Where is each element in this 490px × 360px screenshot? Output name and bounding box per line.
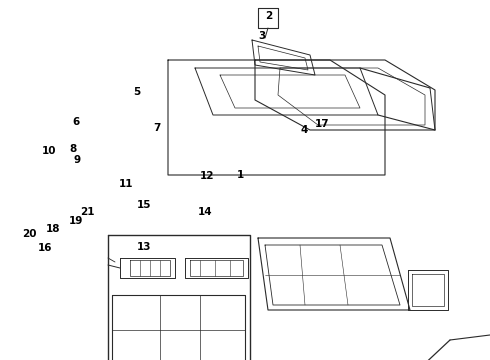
Text: 9: 9 xyxy=(74,155,81,165)
Text: 13: 13 xyxy=(137,242,152,252)
Text: 10: 10 xyxy=(42,146,56,156)
Text: 5: 5 xyxy=(134,87,141,97)
Text: 20: 20 xyxy=(22,229,37,239)
Text: 17: 17 xyxy=(315,119,330,129)
Text: 7: 7 xyxy=(153,123,161,133)
Text: 21: 21 xyxy=(80,207,95,217)
Text: 19: 19 xyxy=(69,216,83,226)
Text: 8: 8 xyxy=(69,144,76,154)
Text: 2: 2 xyxy=(265,11,272,21)
Text: 14: 14 xyxy=(197,207,212,217)
Text: 1: 1 xyxy=(237,170,244,180)
Text: 11: 11 xyxy=(119,179,134,189)
Text: 3: 3 xyxy=(259,31,266,41)
Text: 4: 4 xyxy=(300,125,308,135)
Text: 16: 16 xyxy=(38,243,52,253)
Text: 12: 12 xyxy=(199,171,214,181)
Text: 18: 18 xyxy=(46,224,60,234)
Text: 15: 15 xyxy=(137,200,152,210)
Text: 6: 6 xyxy=(73,117,79,127)
